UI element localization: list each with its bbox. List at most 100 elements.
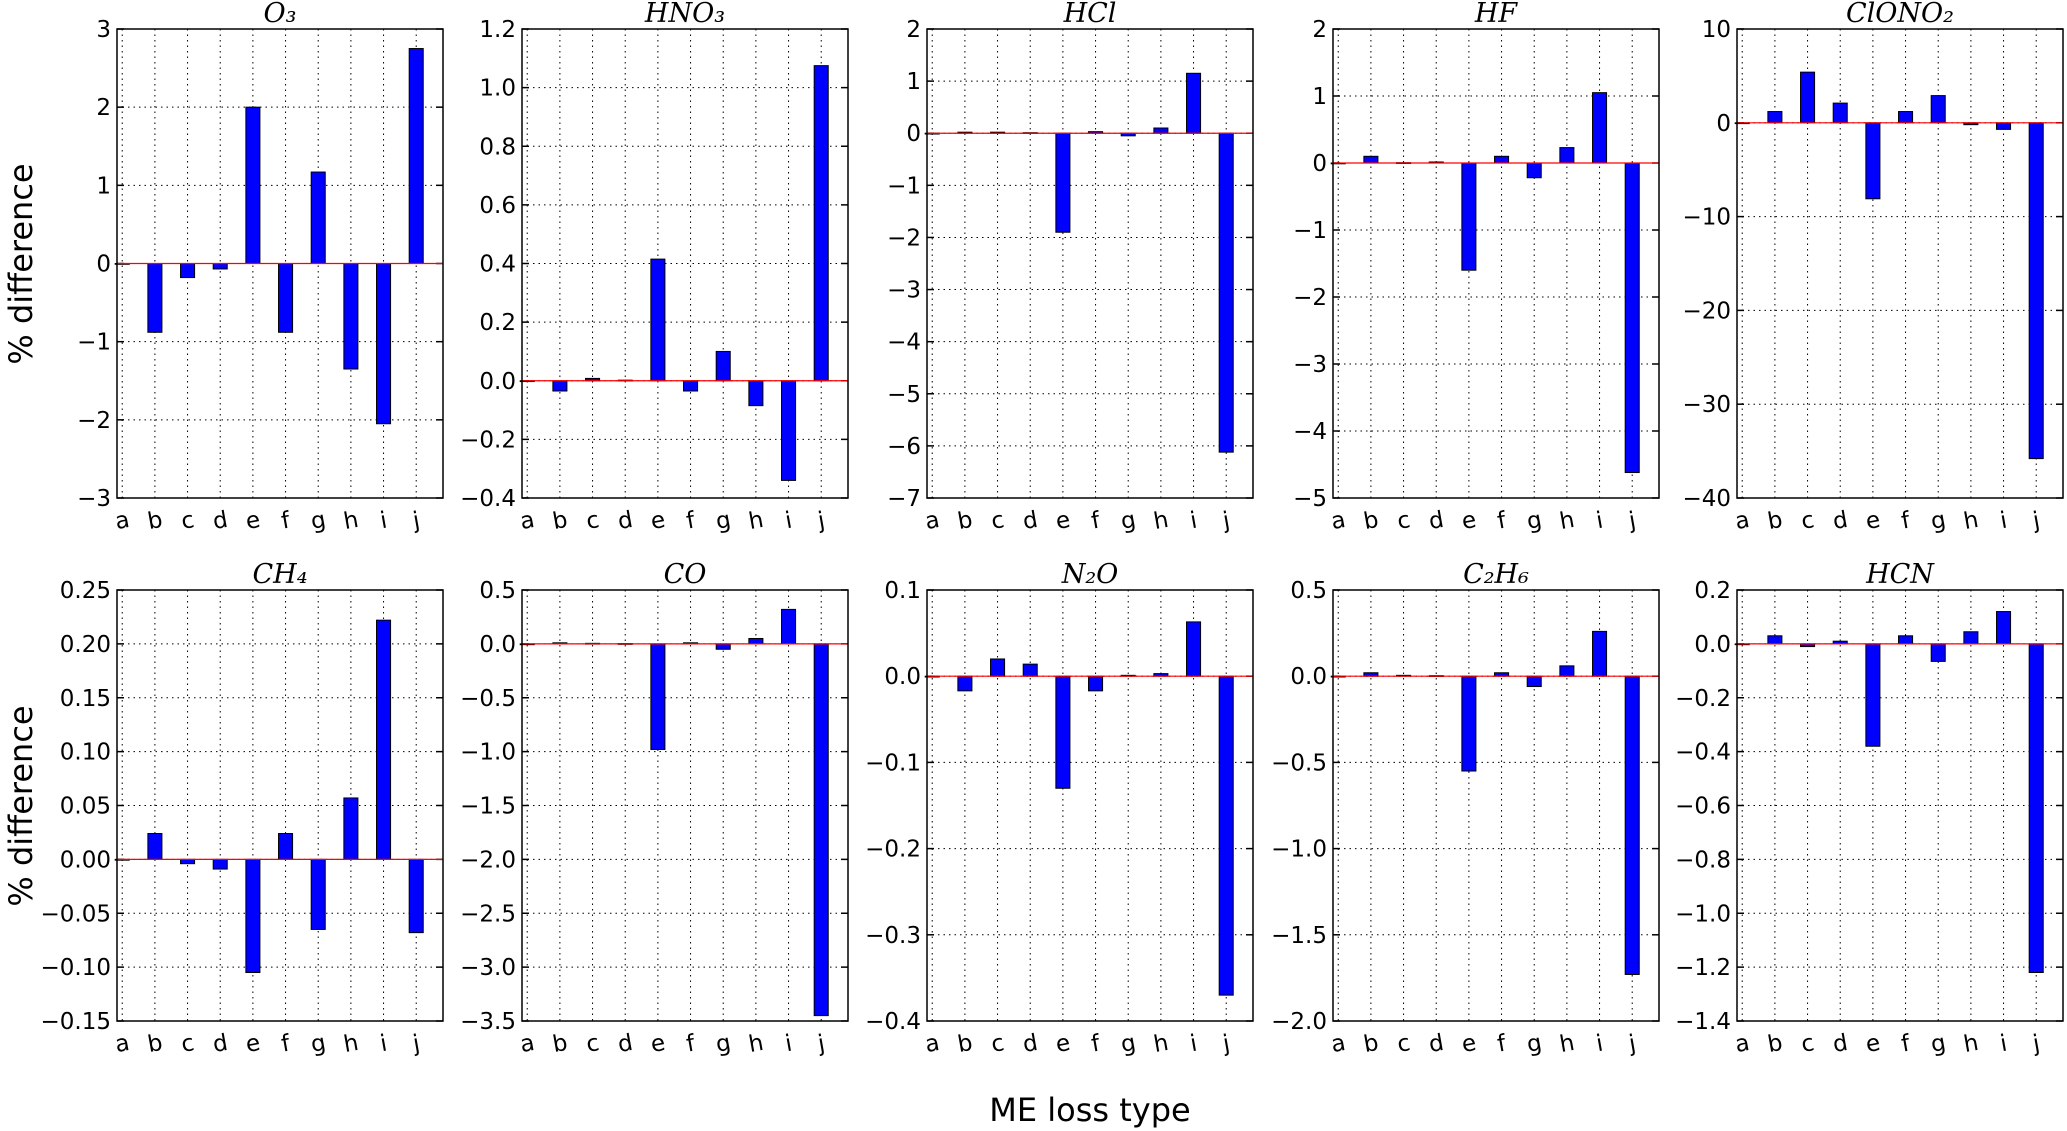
ylabel-bottom: % difference xyxy=(2,705,40,906)
ytick-label: 0.6 xyxy=(479,193,516,219)
bar-j xyxy=(813,643,829,1017)
xtick-label: e xyxy=(244,507,262,535)
bar-i xyxy=(1592,92,1608,164)
bar-e xyxy=(650,643,666,750)
bar-h xyxy=(1559,665,1575,677)
bar-b xyxy=(147,833,163,860)
ytick-label: 1 xyxy=(1312,84,1327,110)
xtick-label: b xyxy=(551,507,570,535)
ytick-label: −0.4 xyxy=(460,486,516,512)
xtick-label: g xyxy=(1525,507,1544,535)
xtick-label: a xyxy=(923,507,941,535)
panel-title: HNO₃ xyxy=(644,0,725,29)
xtick-label: c xyxy=(1395,507,1412,535)
ytick-label: −2 xyxy=(887,225,921,251)
ytick-label: −1.2 xyxy=(1675,955,1731,981)
bar-f xyxy=(278,833,294,860)
ytick-label: 10 xyxy=(1702,17,1731,43)
xtick-label: j xyxy=(1220,508,1232,535)
bar-f xyxy=(1898,635,1914,645)
panel-8: a b c d e f g h i j 0.1 0.0 −0.1 −0.2 −0.3 −0.4 N₂O xyxy=(865,559,1254,1058)
xtick-label: d xyxy=(616,1030,635,1058)
panel-9: a b c d e f g h i j 0.5 0.0 −0.5 −1.0 −1.5 −2.0 C₂H₆ xyxy=(1271,559,1660,1058)
xtick-label: i xyxy=(1188,1031,1199,1058)
xtick-label: i xyxy=(1188,508,1199,535)
axes-frame xyxy=(926,589,1254,1022)
xtick-label: i xyxy=(378,508,389,535)
bar-b xyxy=(1767,111,1783,124)
bar-d xyxy=(1832,102,1848,124)
bar-b xyxy=(552,380,568,392)
xtick-label: j xyxy=(410,1031,422,1058)
xtick-label: e xyxy=(1054,507,1072,535)
bar-f xyxy=(683,380,699,392)
panel-2: a b c d e f g h i j 1.2 1.0 0.8 0.6 0.4 0.2 0.0 −0.2 −0.4 H… xyxy=(460,0,849,535)
xtick-label: c xyxy=(179,507,196,535)
bar-g xyxy=(715,643,731,650)
xtick-label: a xyxy=(1329,1030,1347,1058)
xtick-label: b xyxy=(146,507,165,535)
ytick-label: 0.0 xyxy=(479,632,516,658)
bar-h xyxy=(748,637,764,645)
bar-f xyxy=(1088,675,1104,692)
bar-i xyxy=(1186,72,1202,134)
xtick-label: b xyxy=(1362,507,1381,535)
xtick-label: a xyxy=(1733,507,1751,535)
bar-g xyxy=(310,171,326,264)
xtick-label: e xyxy=(649,507,667,535)
ytick-label: 0.25 xyxy=(60,578,111,604)
ytick-label: 0.2 xyxy=(1694,578,1731,604)
panel-title: CO xyxy=(664,559,707,590)
ytick-label: −4 xyxy=(887,330,921,356)
xtick-label: i xyxy=(783,1031,794,1058)
xtick-label: a xyxy=(518,1030,536,1058)
xtick-label: e xyxy=(244,1030,262,1058)
bar-i xyxy=(781,608,797,645)
bar-h xyxy=(1963,631,1979,645)
ytick-label: 0.5 xyxy=(479,578,516,604)
ytick-label: −10 xyxy=(1682,205,1731,231)
ytick-label: 0.4 xyxy=(479,252,516,278)
bar-j xyxy=(1624,675,1640,975)
xtick-label: a xyxy=(113,1030,131,1058)
xtick-label: i xyxy=(378,1031,389,1058)
axes-frame xyxy=(926,28,1254,499)
bar-j xyxy=(1624,162,1640,474)
xtick-label: c xyxy=(989,507,1006,535)
ytick-label: 0.8 xyxy=(479,134,516,160)
xtick-label: f xyxy=(279,507,292,534)
ytick-label: −2.0 xyxy=(460,847,516,873)
xtick-label: d xyxy=(1021,507,1040,535)
ytick-label: 2 xyxy=(96,95,111,121)
ytick-label: −0.6 xyxy=(1675,794,1731,820)
ytick-label: −0.15 xyxy=(41,1009,111,1035)
bar-g xyxy=(310,858,326,930)
xtick-label: b xyxy=(1362,1030,1381,1058)
xtick-label: d xyxy=(211,507,230,535)
xtick-label: b xyxy=(956,507,975,535)
xtick-label: a xyxy=(1733,1030,1751,1058)
ytick-label: −1.5 xyxy=(460,794,516,820)
ytick-label: −0.4 xyxy=(865,1009,921,1035)
ytick-label: −2.0 xyxy=(1271,1009,1327,1035)
ytick-label: 0 xyxy=(96,252,111,278)
ytick-label: 0.5 xyxy=(1290,578,1327,604)
bar-e xyxy=(1865,122,1881,200)
xtick-label: c xyxy=(1799,507,1816,535)
xtick-label: h xyxy=(747,1030,766,1058)
bar-g xyxy=(1526,675,1542,688)
bar-g xyxy=(1930,95,1946,124)
panel-title: HF xyxy=(1474,0,1519,29)
ytick-label: −0.3 xyxy=(865,923,921,949)
ytick-label: 1 xyxy=(96,173,111,199)
ytick-label: −3.0 xyxy=(460,955,516,981)
bar-e xyxy=(1865,643,1881,747)
xtick-label: i xyxy=(1998,1031,2009,1058)
xtick-label: h xyxy=(1962,1030,1981,1058)
bar-d xyxy=(212,263,228,270)
bar-j xyxy=(408,858,424,934)
bar-f xyxy=(1898,111,1914,124)
bar-c xyxy=(1800,71,1816,124)
xtick-label: d xyxy=(211,1030,230,1058)
xtick-label: h xyxy=(1152,507,1171,535)
